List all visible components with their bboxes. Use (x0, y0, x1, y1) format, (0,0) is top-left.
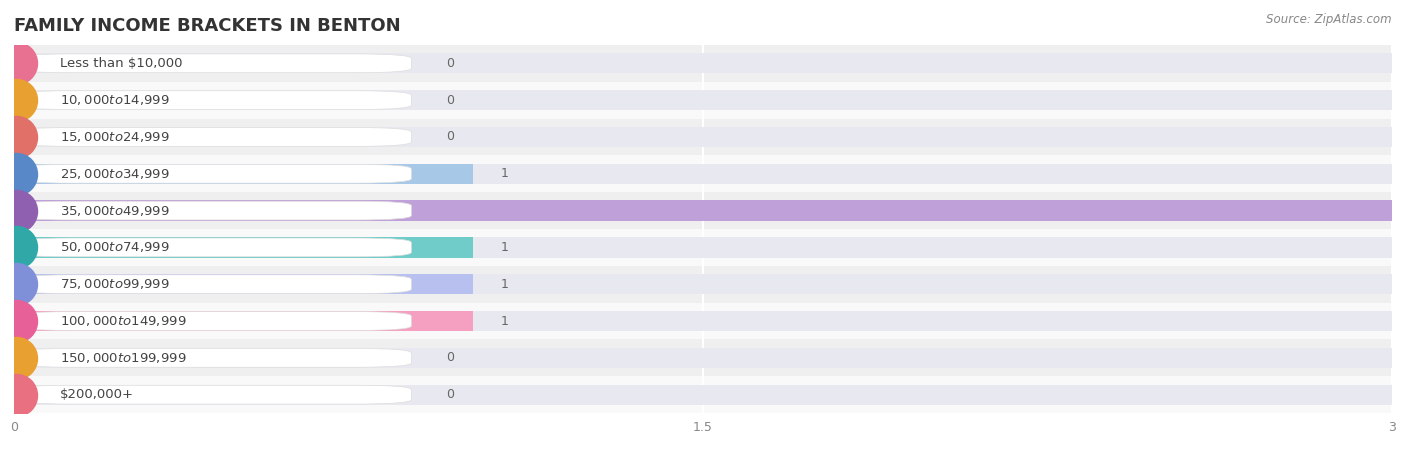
Text: Less than $10,000: Less than $10,000 (60, 57, 183, 70)
Bar (14, 119, 1392, 155)
Text: Source: ZipAtlas.com: Source: ZipAtlas.com (1267, 13, 1392, 26)
Text: 1: 1 (501, 241, 509, 254)
FancyBboxPatch shape (17, 91, 412, 110)
Bar (14, 163, 474, 184)
FancyBboxPatch shape (17, 348, 412, 367)
Bar (14, 229, 1392, 266)
Bar (14, 348, 1392, 368)
Bar (14, 82, 1392, 119)
Bar (14, 311, 1392, 331)
FancyBboxPatch shape (17, 128, 412, 146)
Bar (14, 303, 1392, 339)
Text: 0: 0 (446, 94, 454, 106)
FancyBboxPatch shape (17, 312, 412, 330)
Bar (14, 53, 1392, 74)
Text: $150,000 to $199,999: $150,000 to $199,999 (60, 351, 187, 365)
Text: $75,000 to $99,999: $75,000 to $99,999 (60, 277, 170, 291)
Bar (14, 155, 1392, 192)
FancyBboxPatch shape (17, 385, 412, 404)
Bar (14, 384, 1392, 405)
Text: 0: 0 (446, 352, 454, 364)
FancyBboxPatch shape (17, 201, 412, 220)
Bar (14, 311, 474, 331)
Bar (14, 192, 1392, 229)
Text: 0: 0 (446, 57, 454, 70)
Bar (14, 127, 1392, 147)
FancyBboxPatch shape (17, 164, 412, 183)
FancyBboxPatch shape (17, 54, 412, 73)
Bar (14, 200, 1392, 221)
FancyBboxPatch shape (17, 275, 412, 294)
Text: 0: 0 (446, 388, 454, 401)
Text: FAMILY INCOME BRACKETS IN BENTON: FAMILY INCOME BRACKETS IN BENTON (14, 17, 401, 35)
Text: $50,000 to $74,999: $50,000 to $74,999 (60, 240, 170, 255)
Text: $100,000 to $149,999: $100,000 to $149,999 (60, 314, 187, 328)
FancyBboxPatch shape (17, 238, 412, 257)
Bar (14, 45, 1392, 82)
Text: $10,000 to $14,999: $10,000 to $14,999 (60, 93, 170, 107)
Bar (14, 90, 1392, 110)
Text: 0: 0 (446, 131, 454, 143)
Text: $25,000 to $34,999: $25,000 to $34,999 (60, 167, 170, 181)
Bar (14, 274, 474, 295)
Text: 1: 1 (501, 167, 509, 180)
Bar (14, 200, 1392, 221)
Bar (14, 266, 1392, 303)
Bar (14, 237, 1392, 258)
Text: $15,000 to $24,999: $15,000 to $24,999 (60, 130, 170, 144)
Bar (14, 339, 1392, 376)
Text: $200,000+: $200,000+ (60, 388, 134, 401)
Text: $35,000 to $49,999: $35,000 to $49,999 (60, 203, 170, 218)
Text: 1: 1 (501, 278, 509, 291)
Bar (14, 376, 1392, 413)
Text: 1: 1 (501, 315, 509, 327)
Bar (14, 163, 1392, 184)
Bar (14, 274, 1392, 295)
Bar (14, 237, 474, 258)
